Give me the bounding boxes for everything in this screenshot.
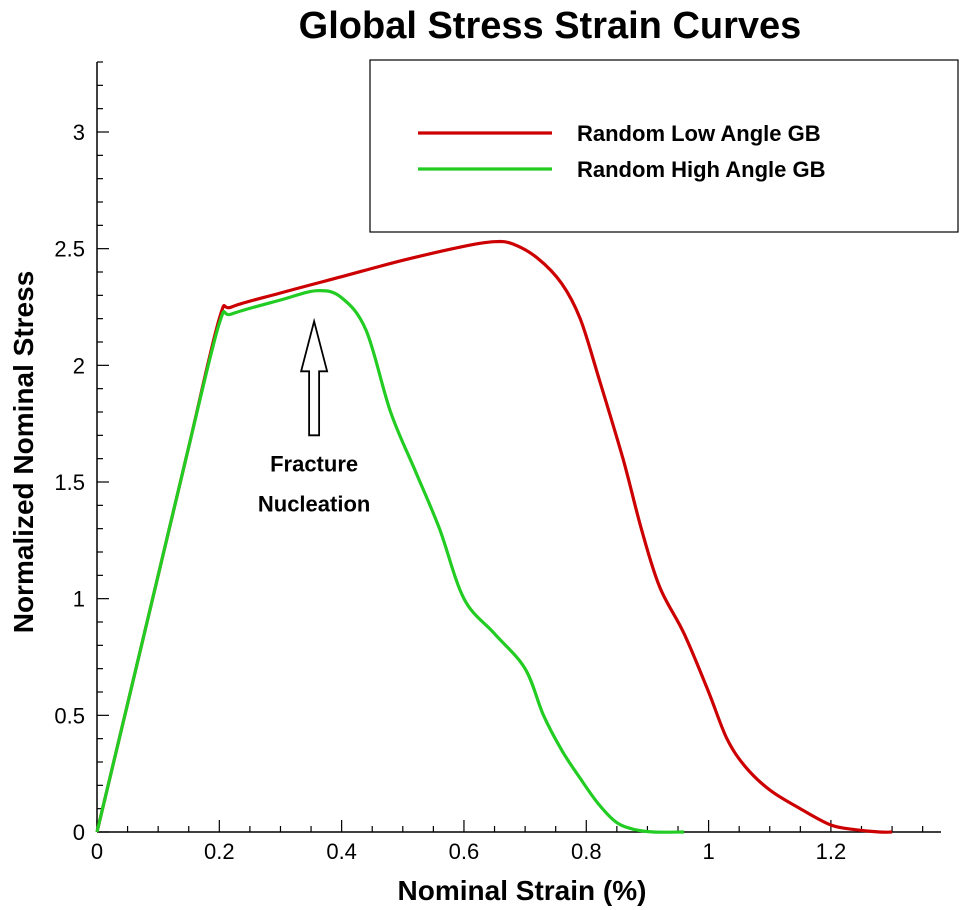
x-tick-label: 0	[91, 839, 103, 864]
legend-label: Random High Angle GB	[577, 157, 826, 182]
y-axis-ticks: 0 0.5 1 1.5 2 2.5 3	[54, 61, 109, 845]
x-tick-label: 0.4	[326, 839, 357, 864]
annotation-group: Fracture Nucleation	[258, 317, 370, 516]
x-tick-label: 0.8	[571, 839, 602, 864]
series-line-high-angle	[95, 289, 685, 834]
legend: Random Low Angle GB Random High Angle GB	[369, 59, 959, 233]
x-tick-label: 1.2	[816, 839, 847, 864]
x-tick-label: 0.6	[449, 839, 480, 864]
chart-title: Global Stress Strain Curves	[299, 5, 802, 47]
x-axis-ticks: 0 0.2 0.4 0.6 0.8 1 1.2	[91, 820, 924, 864]
annotation-label: Fracture	[270, 451, 358, 476]
y-tick-label: 2.5	[54, 237, 85, 262]
legend-label: Random Low Angle GB	[577, 121, 821, 146]
y-tick-label: 0.5	[54, 703, 85, 728]
y-tick-label: 1	[73, 587, 85, 612]
y-tick-label: 3	[73, 120, 85, 145]
y-tick-label: 1.5	[54, 470, 85, 495]
legend-box	[369, 59, 959, 233]
x-axis-label: Nominal Strain (%)	[398, 875, 647, 906]
fracture-arrow	[299, 317, 329, 437]
x-tick-label: 1	[702, 839, 714, 864]
y-tick-label: 2	[73, 353, 85, 378]
x-tick-label: 0.2	[204, 839, 235, 864]
annotation-label: Nucleation	[258, 491, 370, 516]
y-axis-label: Normalized Nominal Stress	[8, 271, 39, 634]
series-group	[95, 239, 893, 834]
y-tick-label: 0	[73, 820, 85, 845]
